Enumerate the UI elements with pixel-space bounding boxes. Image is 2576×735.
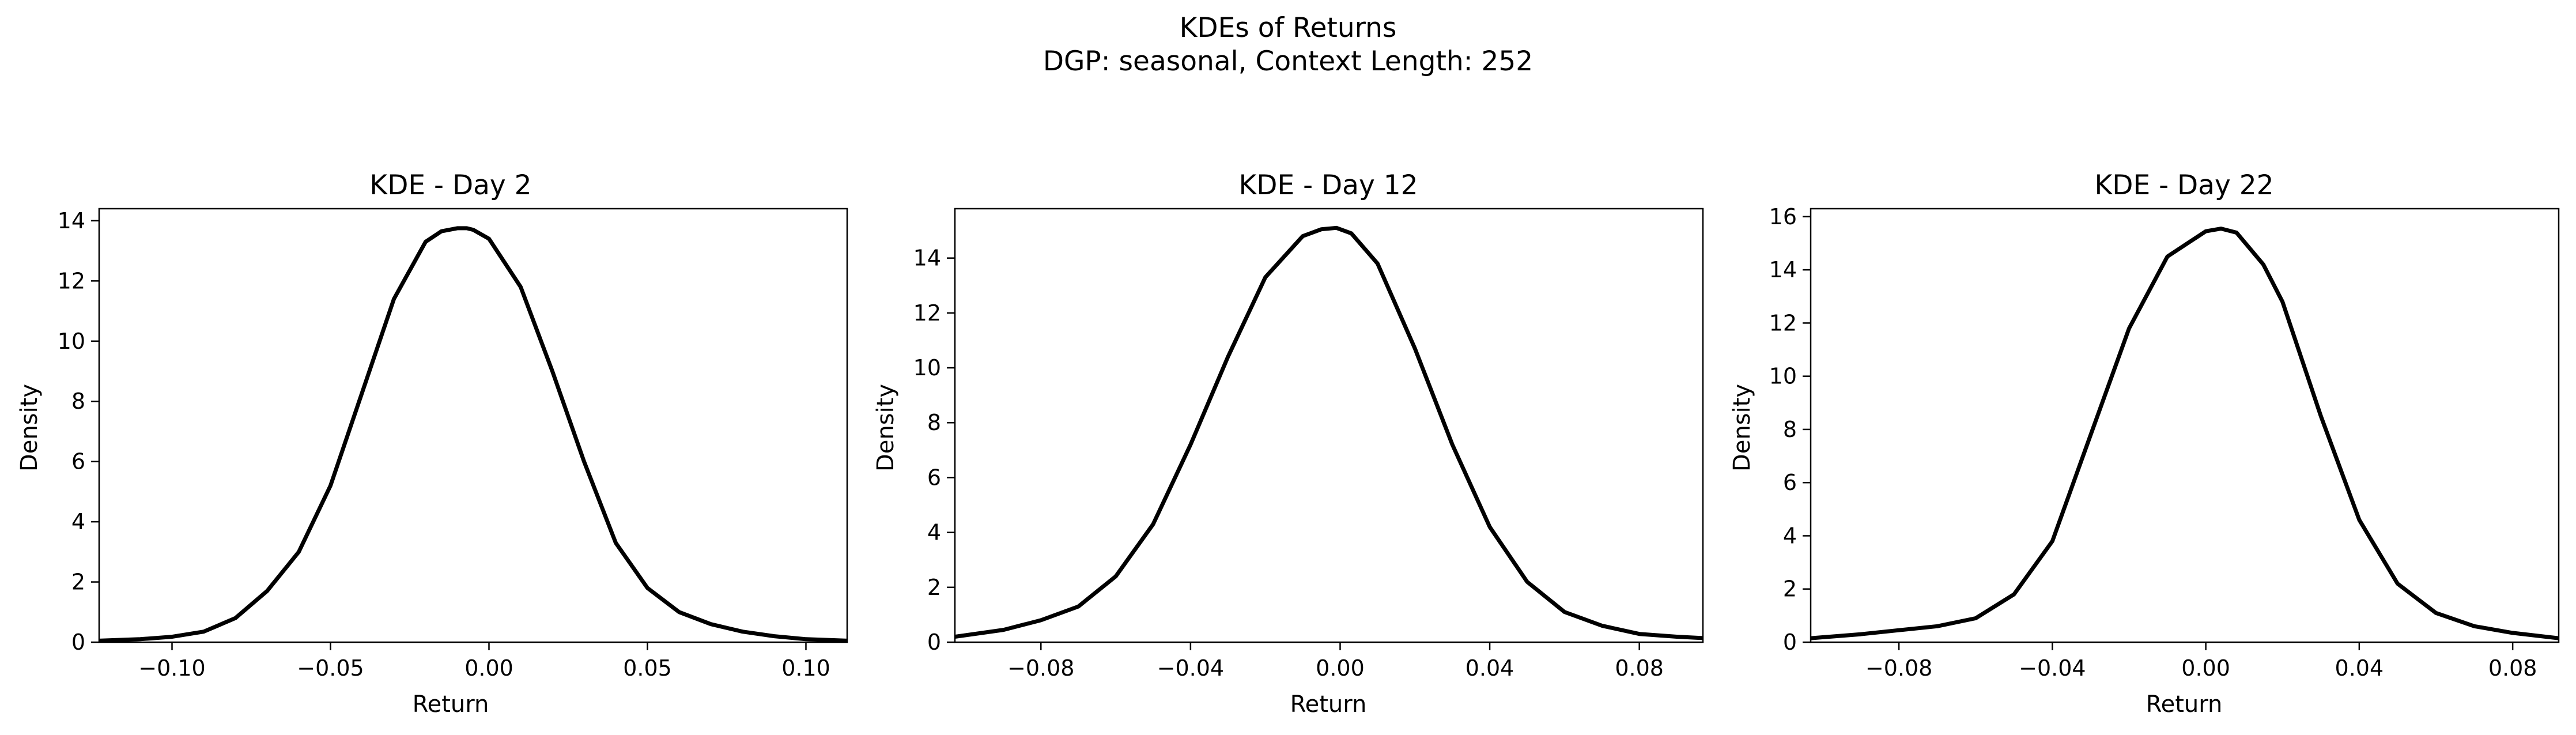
y-tick-label: 8 bbox=[1783, 417, 1797, 442]
y-tick-label: 6 bbox=[71, 449, 85, 474]
y-tick-label: 4 bbox=[71, 509, 85, 534]
y-tick-label: 12 bbox=[1769, 310, 1797, 336]
x-tick-label: −0.04 bbox=[2019, 655, 2086, 681]
x-tick-label: 0.08 bbox=[2488, 655, 2537, 681]
x-axis-label: Return bbox=[413, 691, 489, 718]
x-tick-label: 0.00 bbox=[2181, 655, 2230, 681]
y-tick-label: 8 bbox=[927, 410, 941, 435]
y-tick-label: 10 bbox=[1769, 364, 1797, 389]
x-tick-label: 0.08 bbox=[1615, 655, 1664, 681]
kde-line-series-0 bbox=[1811, 227, 2559, 640]
y-tick-label: 8 bbox=[71, 389, 85, 414]
y-tick-label: 4 bbox=[1783, 523, 1797, 548]
axes-frame bbox=[1810, 208, 2560, 643]
x-tick-label: −0.05 bbox=[297, 655, 364, 681]
y-tick-label: 0 bbox=[1783, 630, 1797, 655]
x-tick-label: −0.08 bbox=[1007, 655, 1074, 681]
y-tick-label: 2 bbox=[1783, 576, 1797, 602]
x-tick-label: 0.04 bbox=[1465, 655, 1514, 681]
x-tick-label: 0.00 bbox=[464, 655, 513, 681]
y-tick-label: 14 bbox=[1769, 257, 1797, 282]
kde-panel-day-2: KDE - Day 2 Return Density −0.10 −0.05 0.0… bbox=[16, 169, 848, 718]
y-tick-label: 16 bbox=[1769, 204, 1797, 229]
x-tick-label: 0.04 bbox=[2335, 655, 2384, 681]
x-axis-label: Return bbox=[1290, 691, 1367, 718]
kde-line-series-0 bbox=[99, 226, 847, 642]
x-tick-label: 0.05 bbox=[623, 655, 672, 681]
x-tick-label: 0.00 bbox=[1316, 655, 1365, 681]
panel-title: KDE - Day 12 bbox=[1238, 169, 1418, 201]
y-tick-label: 14 bbox=[58, 208, 85, 233]
figure-title-line2: DGP: seasonal, Context Length: 252 bbox=[1043, 46, 1533, 77]
y-tick-label: 6 bbox=[927, 465, 941, 490]
y-tick-label: 14 bbox=[913, 246, 941, 271]
x-axis-label: Return bbox=[2146, 691, 2223, 718]
kde-panel-day-12: KDE - Day 12 Return Density −0.08 −0.04 0.… bbox=[872, 169, 1704, 718]
x-tick-label: −0.08 bbox=[1865, 655, 1932, 681]
axes-frame bbox=[98, 208, 848, 643]
panel-title: KDE - Day 22 bbox=[2094, 169, 2273, 201]
kde-panel-day-22: KDE - Day 22 Return Density −0.08 −0.04 0.… bbox=[1729, 169, 2560, 718]
y-tick-label: 2 bbox=[71, 570, 85, 595]
y-tick-label: 0 bbox=[927, 630, 941, 655]
axes-frame bbox=[954, 208, 1704, 643]
panel-title: KDE - Day 2 bbox=[369, 169, 531, 201]
x-tick-label: −0.04 bbox=[1157, 655, 1224, 681]
y-tick-label: 6 bbox=[1783, 470, 1797, 495]
kde-line-series-0 bbox=[955, 225, 1703, 640]
x-tick-label: 0.10 bbox=[781, 655, 830, 681]
y-tick-label: 10 bbox=[58, 329, 85, 354]
y-axis-label: Density bbox=[16, 384, 43, 472]
y-tick-label: 2 bbox=[927, 575, 941, 600]
y-tick-label: 12 bbox=[58, 268, 85, 293]
y-axis-label: Density bbox=[872, 384, 899, 472]
x-tick-label: −0.10 bbox=[138, 655, 205, 681]
y-tick-label: 10 bbox=[913, 355, 941, 380]
y-tick-label: 12 bbox=[913, 300, 941, 326]
y-axis-label: Density bbox=[1729, 384, 1755, 472]
y-tick-label: 4 bbox=[927, 520, 941, 545]
y-tick-label: 0 bbox=[71, 630, 85, 655]
figure-title-line1: KDEs of Returns bbox=[1180, 12, 1397, 44]
